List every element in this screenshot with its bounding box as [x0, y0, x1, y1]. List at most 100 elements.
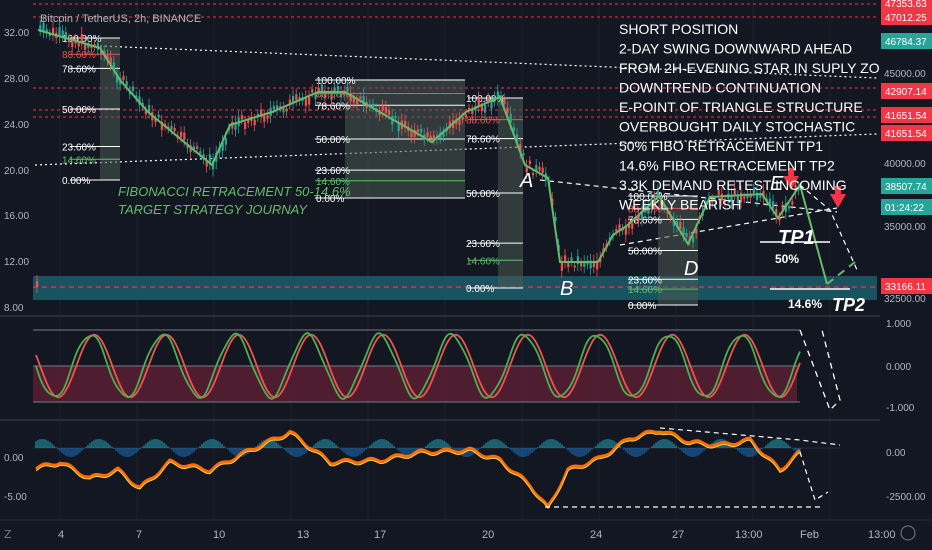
- fib-level-label: 50.00%: [466, 189, 500, 200]
- candle-body: [288, 99, 291, 105]
- price-tag: [881, 33, 932, 49]
- candle-body: [458, 118, 461, 125]
- candle-body: [192, 146, 195, 149]
- candle-body: [554, 216, 557, 222]
- point-b-label: B: [560, 278, 573, 300]
- candle-body: [676, 220, 679, 227]
- candle-body: [333, 87, 336, 94]
- candle-body: [516, 134, 519, 142]
- left-axis-ticks: 32.00 28.00 24.00 20.00 16.00 12.00 8.00: [4, 28, 29, 314]
- time-axis-tick: 10: [213, 529, 225, 541]
- point-e-label: E: [770, 173, 784, 195]
- candle-body: [503, 99, 506, 105]
- price-tag: [881, 107, 932, 123]
- candle-body: [506, 107, 509, 114]
- time-axis-tick: 20: [482, 529, 494, 541]
- candle-body: [160, 121, 163, 130]
- candle-body: [244, 122, 247, 129]
- fib-level-label: 0.00%: [628, 301, 656, 312]
- candle-body: [487, 97, 490, 102]
- osc-left-tick: 0.00: [4, 453, 24, 464]
- candle-body: [656, 190, 659, 198]
- candle-body: [356, 99, 359, 105]
- candle-body: [756, 192, 759, 201]
- candle-body: [208, 154, 211, 163]
- right-axis-tick: 32500.00: [884, 294, 926, 305]
- trade-notes: SHORT POSITION 2-DAY SWING DOWNWARD AHEAD…: [619, 21, 899, 213]
- candle-body: [413, 129, 416, 137]
- time-axis[interactable]: [0, 520, 932, 550]
- candle-body: [132, 86, 135, 92]
- candle-body: [372, 103, 375, 108]
- candle-body: [266, 115, 269, 119]
- candle-body: [384, 106, 387, 114]
- fib-level-label: 78.60%: [316, 101, 350, 112]
- candle-body: [752, 188, 755, 193]
- candle-body: [135, 95, 138, 99]
- fib-level-label: 0.00%: [466, 284, 494, 295]
- price-tag-label: 38507.74: [885, 182, 927, 193]
- tp1-label: TP1: [778, 227, 815, 249]
- zoom-icon[interactable]: Z: [4, 528, 12, 541]
- candle-body: [570, 257, 573, 262]
- candle-body: [112, 62, 115, 70]
- point-a-label: A: [519, 170, 533, 192]
- candle-body: [778, 216, 781, 221]
- candle-body: [276, 105, 279, 111]
- time-axis-tick: 27: [672, 529, 684, 541]
- time-axis-tick: 17: [374, 529, 386, 541]
- candle-body: [666, 211, 669, 214]
- fib-level-label: 14.60%: [62, 155, 96, 166]
- price-tag: [881, 178, 932, 194]
- candle-body: [768, 198, 771, 206]
- stoch-oversold-fill: [33, 366, 797, 402]
- candle-body: [247, 119, 250, 124]
- candle-body: [429, 135, 432, 139]
- support-zone: [33, 276, 877, 300]
- candle-body: [45, 29, 48, 34]
- candle-body: [90, 45, 93, 49]
- candle-body: [234, 122, 237, 130]
- osc-main-line: [35, 429, 801, 509]
- candle-body: [388, 110, 391, 115]
- candle-body: [39, 25, 42, 31]
- price-tag: [881, 199, 932, 215]
- candle-body: [317, 87, 320, 93]
- price-tag: [881, 278, 932, 294]
- candle-body: [653, 198, 656, 208]
- candle-body: [122, 75, 125, 81]
- candle-body: [477, 98, 480, 106]
- osc-right-tick: -2500.00: [886, 492, 926, 503]
- strategy-line2: TARGET STRATEGY JOURNAY: [118, 202, 308, 217]
- candle-body: [186, 144, 189, 149]
- candle-body: [432, 135, 435, 140]
- candle-body: [541, 167, 544, 174]
- fib-level-label: 14.60%: [316, 177, 350, 188]
- trade-note: FROM 2H-EVENING STAR IN SUPLY ZONE: [619, 60, 899, 76]
- candle-body: [96, 42, 99, 50]
- candle-body: [682, 227, 685, 235]
- fib-level-label: 0.00%: [316, 194, 344, 205]
- candle-body: [695, 229, 698, 234]
- candle-body: [196, 146, 199, 149]
- candle-body: [80, 33, 83, 43]
- candle-body: [330, 93, 333, 100]
- candle-body: [692, 236, 695, 243]
- candle-body: [68, 38, 71, 43]
- chart-title: Bitcoin / TetherUS, 2h, BINANCE: [40, 13, 201, 25]
- tp1-percent: 50%: [775, 252, 799, 266]
- candle-body: [36, 280, 39, 287]
- fib-level-label: 14.60%: [466, 256, 500, 267]
- fib-level-label: 100.00%: [316, 76, 356, 87]
- candle-body: [704, 201, 707, 205]
- strategy-line1: FIBONACCI RETRACEMENT 50-14.6%: [118, 184, 351, 199]
- settings-gear-icon[interactable]: [900, 525, 916, 541]
- candle-body: [592, 260, 595, 267]
- candle-body: [320, 84, 323, 93]
- time-axis-tick: Feb: [800, 529, 819, 541]
- candle-body: [743, 196, 746, 199]
- fib-level-label: 14.60%: [628, 285, 662, 296]
